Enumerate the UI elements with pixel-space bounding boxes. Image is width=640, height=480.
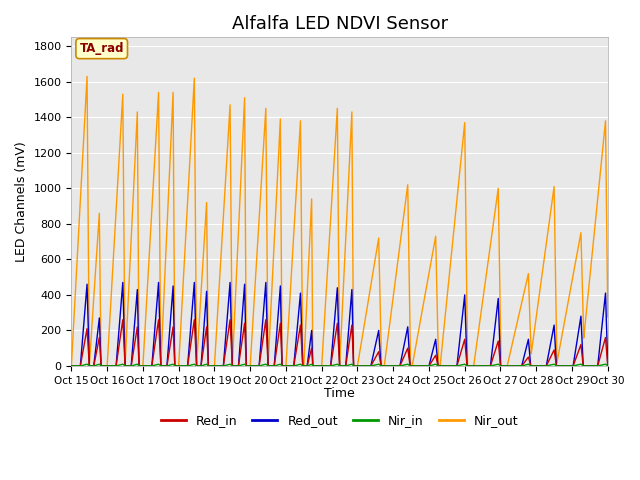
Title: Alfalfa LED NDVI Sensor: Alfalfa LED NDVI Sensor (232, 15, 447, 33)
Legend: Red_in, Red_out, Nir_in, Nir_out: Red_in, Red_out, Nir_in, Nir_out (156, 409, 524, 432)
X-axis label: Time: Time (324, 387, 355, 400)
Text: TA_rad: TA_rad (79, 42, 124, 55)
Y-axis label: LED Channels (mV): LED Channels (mV) (15, 141, 28, 262)
